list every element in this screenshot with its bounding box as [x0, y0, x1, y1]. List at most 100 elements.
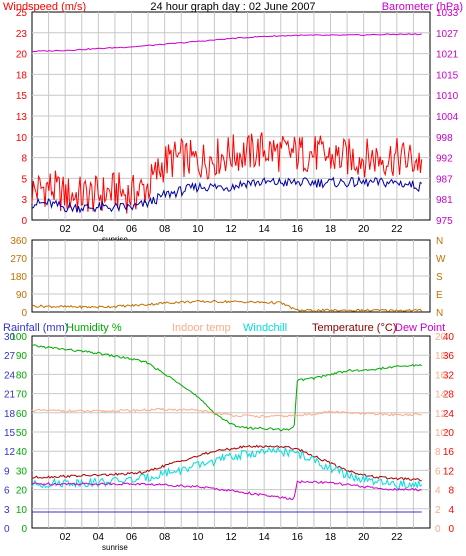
x-tick-label: 20 [358, 224, 370, 235]
humidity-line [32, 344, 422, 432]
direction-tick-label: 270 [10, 254, 27, 265]
legend-label: Windchill [243, 322, 287, 334]
rainfall-tick-label: 30 [4, 332, 16, 343]
humidity-tick-label: 40 [16, 447, 28, 458]
windspeed-tick-label: 13 [16, 112, 28, 123]
x-tick-label: 02 [60, 224, 72, 235]
x-tick-label: 10 [192, 532, 204, 543]
x-tick-label: 14 [259, 532, 271, 543]
temperature-tick-label: 36 [443, 351, 455, 362]
compass-tick-label: S [436, 272, 443, 283]
rainfall-tick-label: 6 [4, 486, 10, 497]
temperature-line [31, 444, 422, 482]
temperature-tick-label: 28 [443, 390, 455, 401]
legend-label: Dew Point [395, 322, 445, 334]
legend-label: Temperature (°C) [312, 322, 396, 334]
barometer-tick-label: 998 [436, 133, 453, 144]
windspeed-tick-label: 10 [16, 133, 28, 144]
x-tick-label: 08 [159, 532, 171, 543]
x-tick-label: 12 [225, 532, 237, 543]
rainfall-tick-label: 3 [4, 505, 10, 516]
dewpoint-tick-label: 0 [435, 524, 441, 535]
x-tick-label: 16 [292, 224, 304, 235]
windspeed-tick-label: 5 [21, 174, 27, 185]
humidity-tick-label: 0 [21, 524, 27, 535]
dewpoint-tick-label: 6 [435, 466, 441, 477]
humidity-tick-label: 20 [16, 486, 28, 497]
compass-tick-label: E [436, 290, 443, 301]
windspeed-tick-label: 3 [21, 195, 27, 206]
direction-tick-label: 0 [21, 308, 27, 319]
compass-tick-label: N [436, 308, 443, 319]
rainfall-tick-label: 27 [4, 351, 16, 362]
x-tick-label: 02 [60, 532, 72, 543]
barometer-tick-label: 1010 [436, 91, 459, 102]
x-tick-label: 16 [292, 532, 304, 543]
humidity-tick-label: 70 [16, 390, 28, 401]
barometer-line [31, 33, 422, 53]
dewpoint-tick-label: 16 [435, 370, 447, 381]
humidity-tick-label: 30 [16, 466, 28, 477]
dewpoint-tick-label: 4 [435, 486, 441, 497]
x-tick-label: 20 [358, 532, 370, 543]
barometer-tick-label: 987 [436, 174, 453, 185]
humidity-tick-label: 80 [16, 370, 28, 381]
barometer-tick-label: 1027 [436, 29, 459, 40]
windspeed-axis-label: Windspeed (m/s) [3, 1, 86, 13]
temperature-tick-label: 4 [448, 505, 454, 516]
humidity-tick-label: 100 [10, 332, 27, 343]
direction-tick-label: 180 [10, 272, 27, 283]
temperature-tick-label: 32 [443, 370, 455, 381]
humidity-tick-label: 10 [16, 505, 28, 516]
dewpoint-tick-label: 10 [435, 428, 447, 439]
temperature-tick-label: 0 [448, 524, 454, 535]
direction-tick-label: 360 [10, 236, 27, 247]
humidity-tick-label: 50 [16, 428, 28, 439]
barometer-tick-label: 1015 [436, 70, 459, 81]
compass-tick-label: N [436, 236, 443, 247]
x-tick-label: 18 [325, 224, 337, 235]
windspeed-tick-label: 0 [21, 216, 27, 227]
temperature-tick-label: 20 [443, 428, 455, 439]
x-tick-label: 06 [126, 532, 138, 543]
x-tick-label: 22 [391, 224, 403, 235]
rainfall-tick-label: 24 [4, 370, 16, 381]
direction-tick-label: 90 [16, 290, 28, 301]
temperature-tick-label: 16 [443, 447, 455, 458]
windspeed-tick-label: 25 [16, 8, 28, 19]
legend-label: Rainfall (mm) [3, 322, 68, 334]
x-tick-label: 12 [225, 224, 237, 235]
barometer-tick-label: 1021 [436, 50, 459, 61]
barometer-tick-label: 1033 [436, 8, 459, 19]
compass-tick-label: W [436, 254, 446, 265]
temperature-tick-label: 40 [443, 332, 455, 343]
barometer-tick-label: 992 [436, 154, 453, 165]
humidity-tick-label: 60 [16, 409, 28, 420]
windspeed-tick-label: 20 [16, 50, 28, 61]
rainfall-tick-label: 21 [4, 390, 16, 401]
x-tick-label: 18 [325, 532, 337, 543]
x-tick-label: 22 [391, 532, 403, 543]
gust-line [31, 132, 423, 214]
dewpoint-tick-label: 18 [435, 351, 447, 362]
x-tick-label: 06 [126, 224, 138, 235]
x-tick-label: 14 [259, 224, 271, 235]
barometer-axis-label: Barometer (hPa) [382, 1, 463, 13]
barometer-tick-label: 981 [436, 195, 453, 206]
rainfall-tick-label: 0 [4, 524, 10, 535]
windspeed-tick-label: 8 [21, 154, 27, 165]
humidity-tick-label: 90 [16, 351, 28, 362]
dewpoint-tick-label: 20 [435, 332, 447, 343]
indoor-temp-line [31, 407, 422, 419]
dewpoint-tick-label: 8 [435, 447, 441, 458]
barometer-tick-label: 1004 [436, 112, 459, 123]
windspeed-tick-label: 18 [16, 70, 28, 81]
wind-direction-line [31, 299, 423, 313]
rainfall-tick-label: 15 [4, 428, 16, 439]
rainfall-tick-label: 18 [4, 409, 16, 420]
dew-point-line [32, 480, 422, 501]
barometer-tick-label: 975 [436, 216, 453, 227]
temperature-tick-label: 12 [443, 466, 455, 477]
x-tick-label: 04 [93, 224, 105, 235]
